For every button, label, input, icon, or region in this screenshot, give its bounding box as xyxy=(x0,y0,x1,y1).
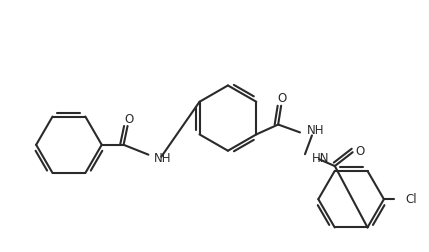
Text: O: O xyxy=(355,145,364,158)
Text: Cl: Cl xyxy=(406,193,417,206)
Text: NH: NH xyxy=(307,124,324,137)
Text: O: O xyxy=(124,113,133,125)
Text: O: O xyxy=(278,92,287,105)
Text: NH: NH xyxy=(154,152,171,165)
Text: HN: HN xyxy=(312,152,329,165)
